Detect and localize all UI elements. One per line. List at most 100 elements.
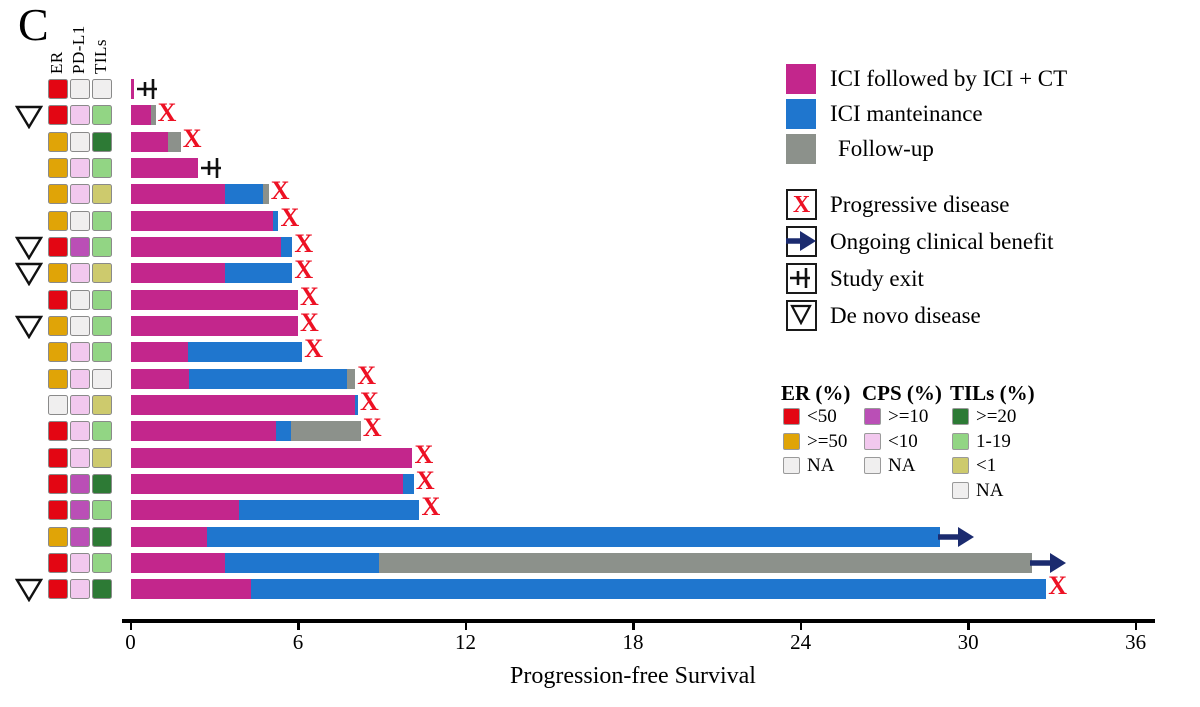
biomarker-label: NA [976, 479, 1004, 501]
pdl1-swatch [70, 79, 90, 100]
biomarker-swatch-na [952, 481, 969, 499]
progressive-disease-x-marker: X [182, 123, 202, 153]
er-swatch [48, 131, 68, 152]
bar-segment-ici_ct [130, 526, 208, 547]
pdl1-swatch [70, 526, 90, 547]
patient-row [0, 526, 1200, 553]
er-swatch [48, 447, 68, 468]
patient-row: X [0, 389, 1200, 421]
bar-segment-ici_ct [130, 579, 251, 600]
bar-segment-ici_ct [130, 105, 152, 126]
tils-swatch [92, 526, 112, 547]
tils-swatch [92, 79, 112, 100]
er-swatch [48, 342, 68, 363]
pdl1-swatch [70, 131, 90, 152]
axis-tick-label: 0 [125, 630, 136, 654]
axis-tick [967, 623, 970, 630]
progressive-disease-x-marker: X [294, 229, 314, 259]
de-novo-triangle-icon [790, 304, 812, 325]
pdl1-swatch [70, 395, 90, 416]
axis-tick-label: 30 [957, 630, 979, 654]
bar-segment-ici_ct [130, 210, 273, 231]
er-swatch [48, 474, 68, 495]
progressive-disease-x-marker: X [421, 492, 441, 522]
tils-swatch [92, 500, 112, 521]
column-header-pdl1: PD-L1 [69, 25, 88, 74]
tils-swatch [92, 474, 112, 495]
column-header-er: ER [47, 51, 66, 74]
pdl1-swatch [70, 289, 90, 310]
bar-segment-ici_maint [355, 395, 359, 416]
progressive-disease-x-marker: X [415, 466, 435, 496]
bar-segment-ici_ct [130, 237, 282, 258]
bar-segment-ici_ct [130, 184, 226, 205]
er-swatch [48, 79, 68, 100]
patient-row: X [0, 362, 1200, 395]
biomarker-label: <1 [976, 455, 997, 476]
pdl1-swatch [70, 237, 90, 258]
study-exit-icon [200, 158, 221, 179]
biomarker-legend-header: ER (%) [781, 381, 851, 405]
patient-row: X [0, 204, 1200, 237]
er-swatch [48, 526, 68, 547]
er-swatch [48, 395, 68, 416]
pdl1-swatch [70, 210, 90, 231]
er-swatch [48, 368, 68, 389]
bar-segment-ici_maint [250, 579, 1047, 600]
bar-segment-ici_ct [130, 421, 276, 442]
bar-segment-followup [168, 131, 181, 152]
er-swatch [48, 184, 68, 205]
er-swatch [48, 289, 68, 310]
x-axis-line [122, 619, 1155, 623]
patient-row: X [0, 257, 1200, 289]
er-swatch [48, 421, 68, 442]
marker-label-ongoing: Ongoing clinical benefit [830, 229, 1054, 254]
bar-segment-ici_maint [281, 237, 293, 258]
bar-segment-followup [378, 553, 1033, 574]
bar-segment-followup [263, 184, 269, 205]
de-novo-triangle-icon [15, 579, 43, 603]
tils-swatch [92, 421, 112, 442]
bar-segment-ici_ct [130, 316, 299, 337]
progressive-disease-x-marker: X [1048, 571, 1068, 601]
legend-swatch-ici_maint [786, 99, 816, 129]
bar-segment-ici_ct [130, 395, 356, 416]
pdl1-swatch [70, 474, 90, 495]
er-swatch [48, 105, 68, 126]
tils-swatch [92, 342, 112, 363]
tils-swatch [92, 263, 112, 284]
bar-segment-ici_maint [402, 474, 414, 495]
axis-tick [799, 623, 803, 630]
tils-swatch [92, 131, 112, 152]
patient-row: X [0, 229, 1200, 263]
tils-swatch [92, 395, 112, 416]
axis-tick [297, 623, 300, 630]
de-novo-triangle-icon [15, 315, 43, 340]
study-exit-icon [790, 268, 810, 288]
pdl1-swatch [70, 105, 90, 126]
biomarker-swatch-tils_lt1 [952, 457, 969, 474]
patient-row: X [0, 178, 1200, 210]
bar-segment-ici_ct [130, 263, 226, 284]
tils-swatch [92, 158, 112, 179]
bar-segment-ici_maint [189, 368, 347, 389]
pdl1-swatch [70, 579, 90, 600]
tils-swatch [92, 237, 112, 258]
tils-swatch [92, 553, 112, 574]
de-novo-triangle-icon [15, 236, 43, 261]
bar-segment-ici_ct [130, 474, 403, 495]
axis-tick-label: 36 [1125, 630, 1147, 654]
de-novo-triangle-icon [15, 263, 43, 287]
progressive-disease-x-marker: X [792, 191, 811, 218]
axis-tick-label: 24 [790, 630, 812, 654]
biomarker-label: <10 [888, 430, 918, 452]
bar-segment-ici_ct [130, 553, 226, 574]
biomarker-swatch-tils_1_19 [952, 432, 969, 450]
pdl1-swatch [70, 447, 90, 468]
er-swatch [48, 210, 68, 231]
bar-segment-ici_ct [130, 447, 413, 468]
er-swatch [48, 237, 68, 258]
tils-swatch [92, 289, 112, 310]
axis-tick [632, 623, 635, 630]
biomarker-swatch-cps_lt10 [864, 432, 881, 450]
